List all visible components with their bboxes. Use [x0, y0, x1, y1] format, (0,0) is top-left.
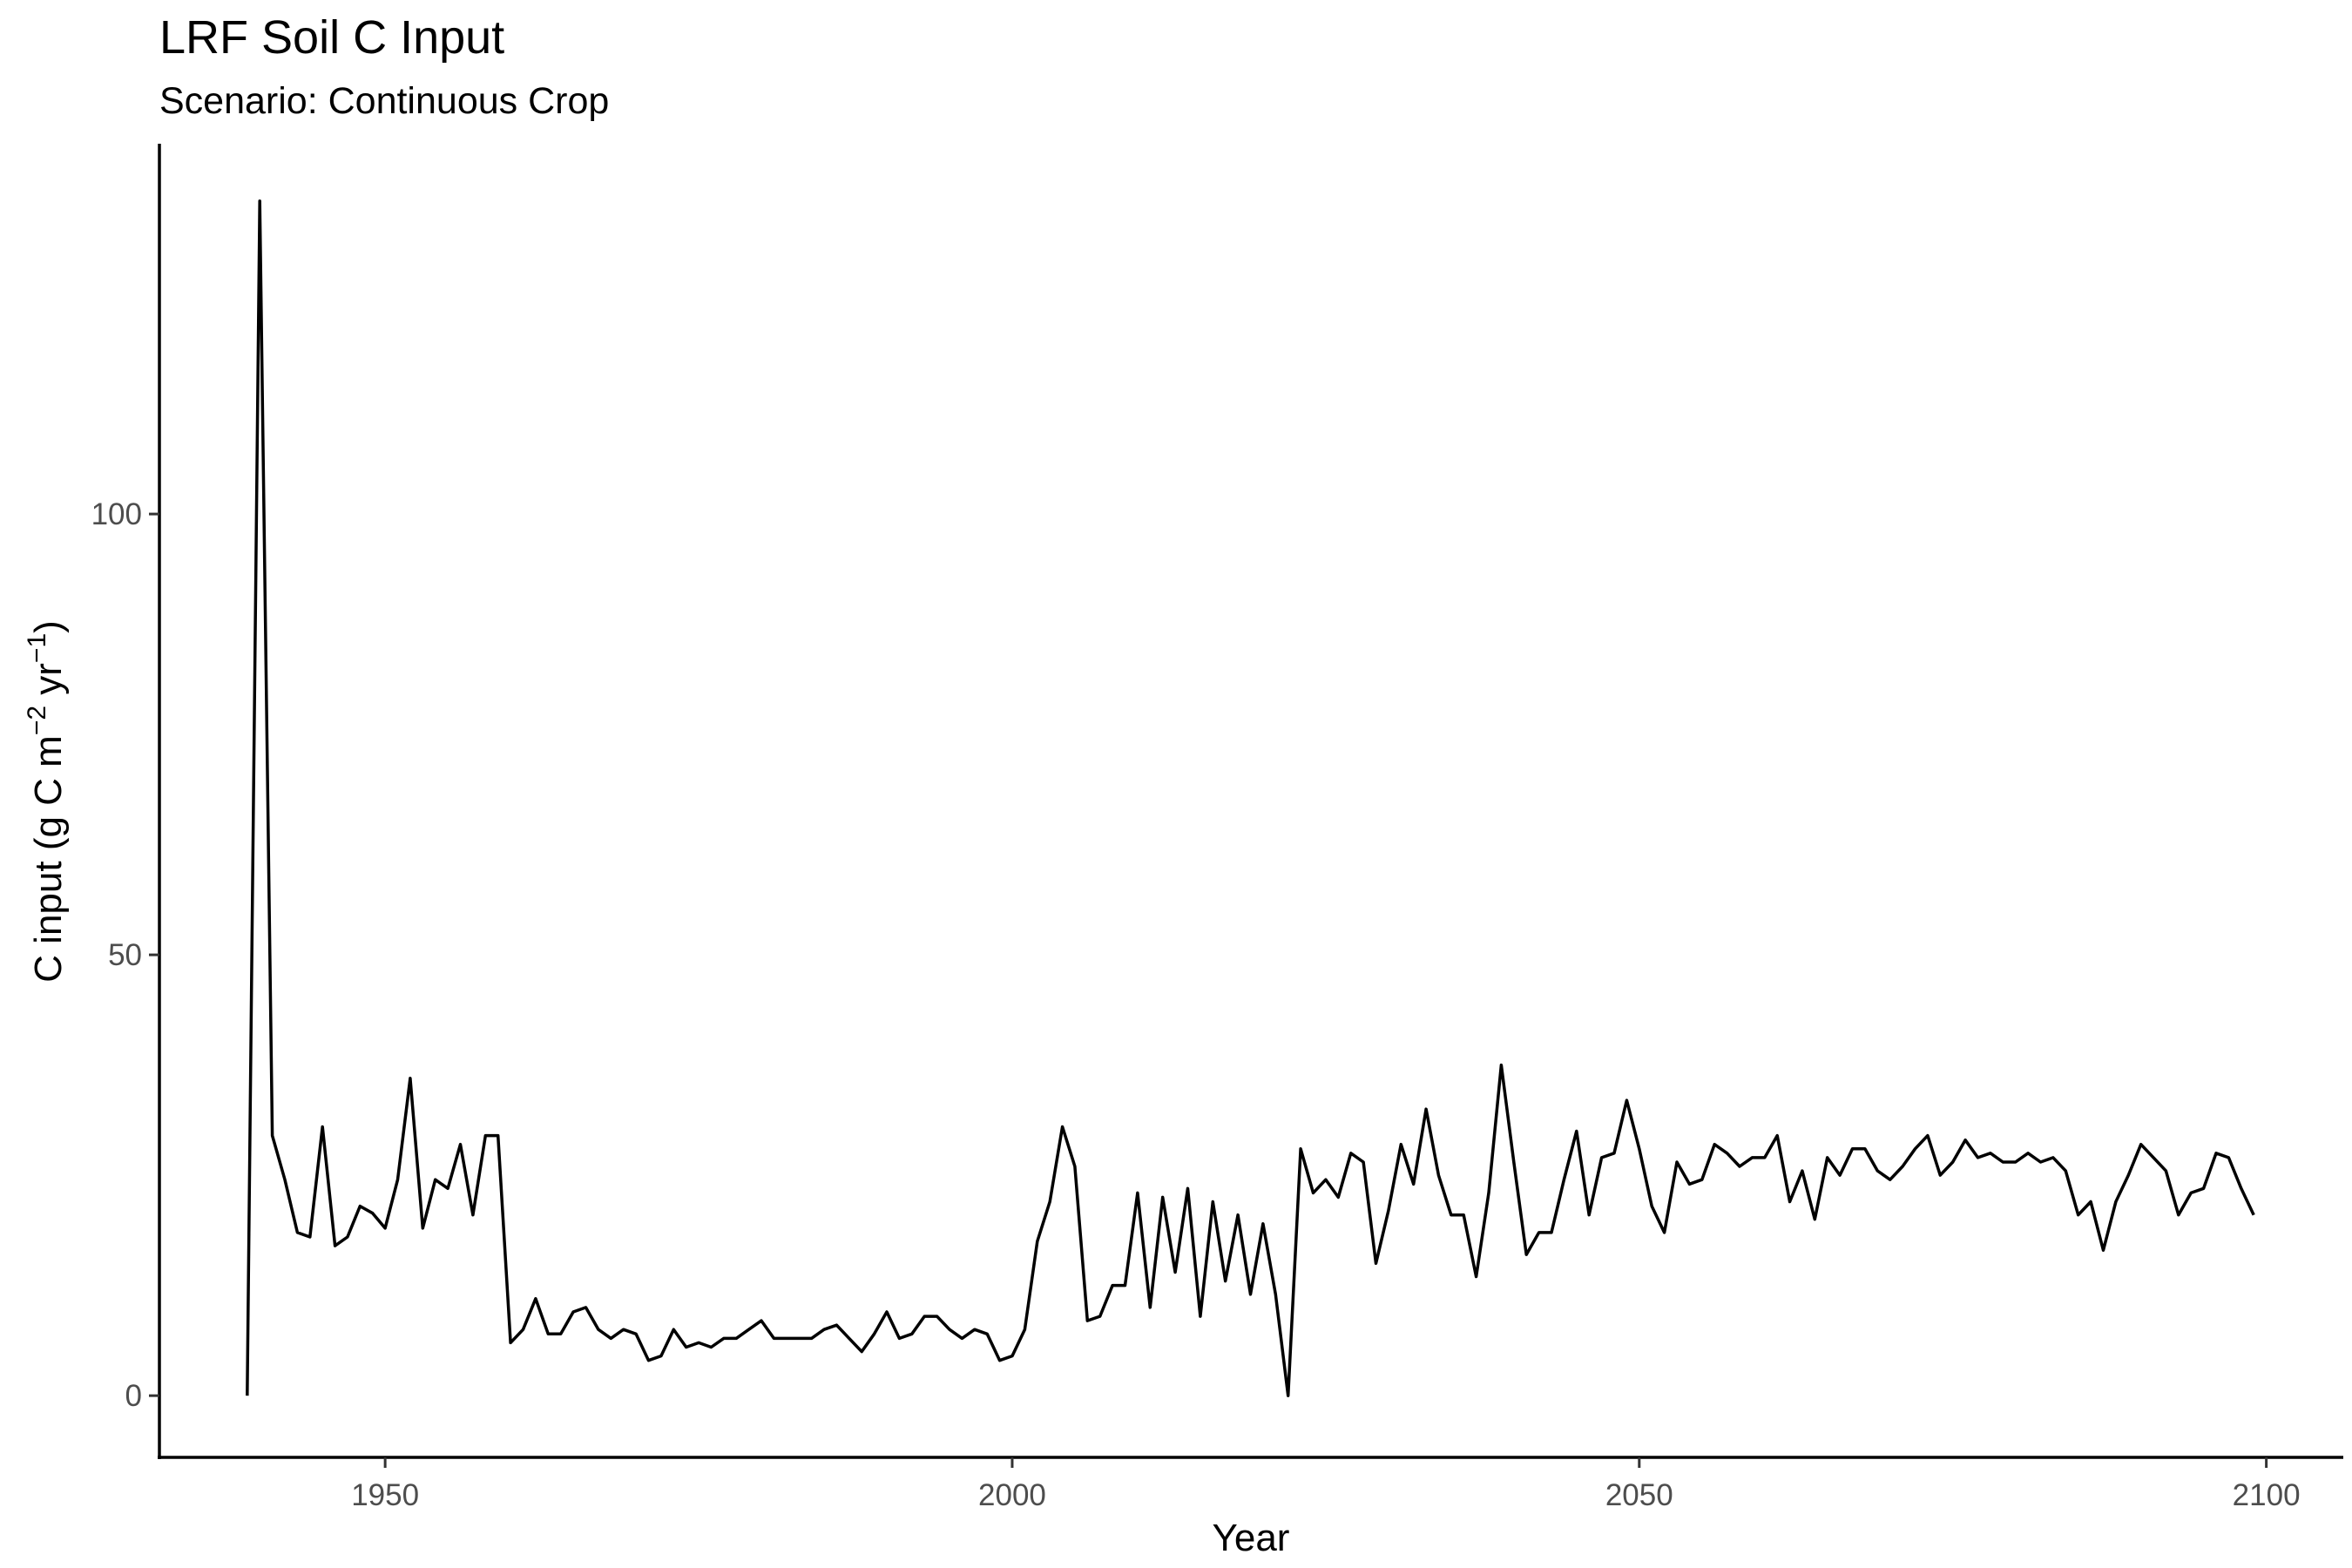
- x-tick-label-2000: 2000: [978, 1478, 1046, 1512]
- chart-title: LRF Soil C Input: [159, 11, 505, 64]
- series-line-0: [246, 199, 2255, 1397]
- y-axis-label-sup1: −2: [23, 706, 51, 735]
- y-tick-label-50: 50: [108, 938, 142, 972]
- y-axis-label-end: ): [27, 620, 70, 633]
- axes: [158, 144, 2343, 1459]
- ticks: 1950 2000 2050 2100 0 50 100: [91, 497, 2301, 1512]
- series-layer: [246, 199, 2255, 1397]
- x-tick-label-2100: 2100: [2233, 1478, 2301, 1512]
- chart-subtitle: Scenario: Continuous Crop: [159, 80, 610, 122]
- x-tick-label-1950: 1950: [351, 1478, 419, 1512]
- y-axis-label: C input (g C m−2 yr−1): [23, 620, 70, 983]
- y-axis-label-sup2: −1: [23, 633, 51, 663]
- x-axis-label: Year: [1213, 1517, 1290, 1559]
- y-axis-label-main: C input (g C m: [27, 735, 70, 983]
- y-axis-label-mid: yr: [27, 663, 70, 706]
- y-tick-label-0: 0: [125, 1379, 142, 1413]
- x-tick-label-2050: 2050: [1605, 1478, 1673, 1512]
- y-tick-label-100: 100: [91, 497, 142, 531]
